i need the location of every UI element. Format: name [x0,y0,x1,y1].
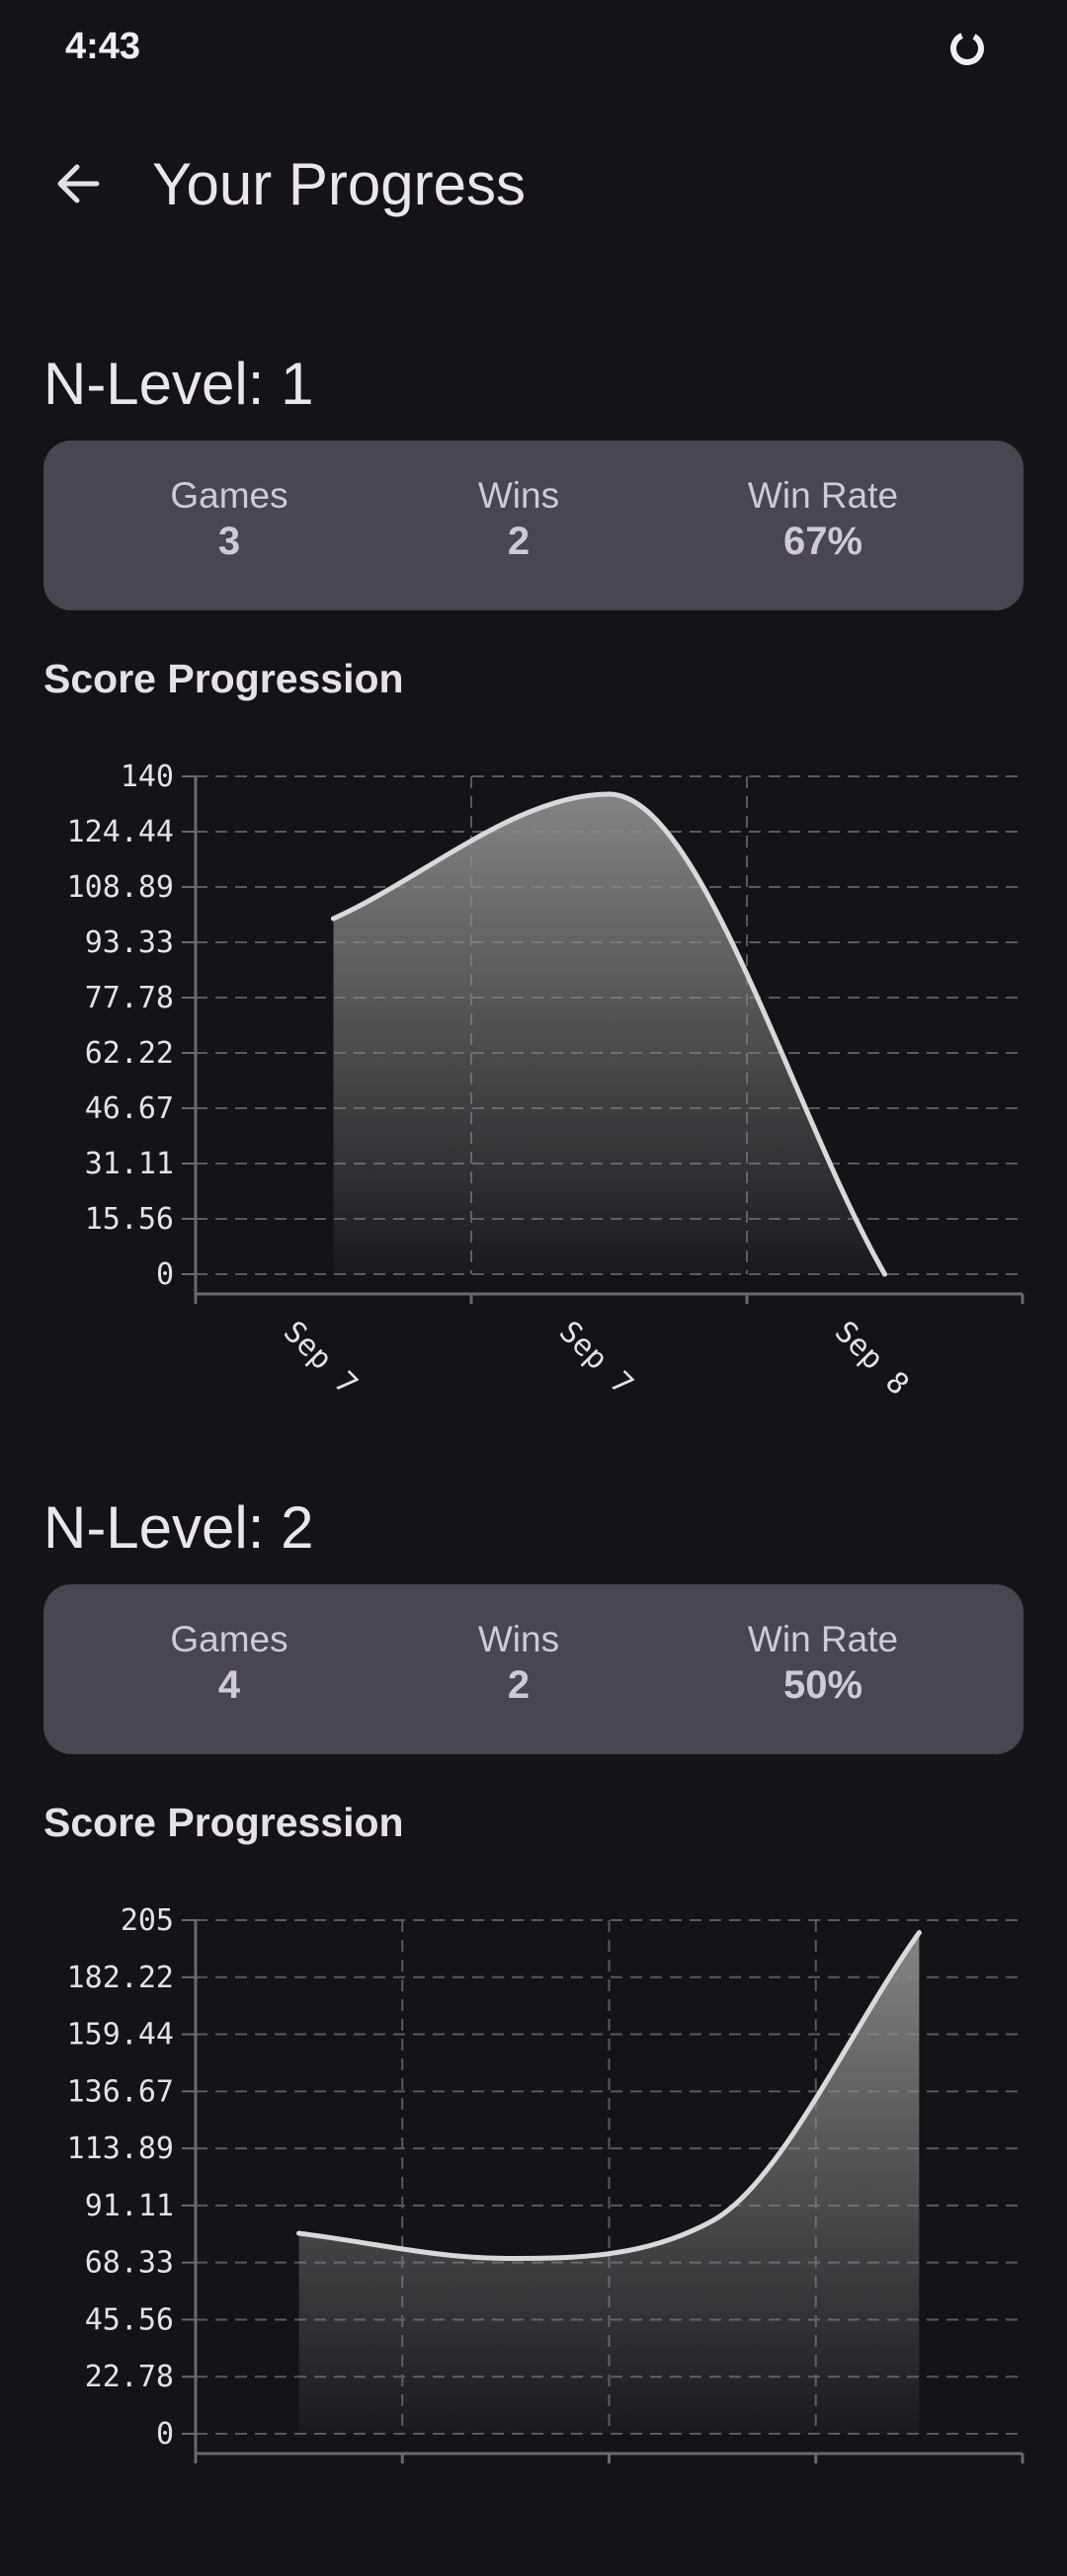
back-button[interactable] [30,144,124,223]
y-tick-label: 46.67 [85,1091,174,1126]
x-tick-label: Sep 7 [552,1315,640,1403]
y-tick-label: 182.22 [67,1961,174,1995]
y-tick-label: 93.33 [85,926,174,960]
data-point [916,1930,922,1936]
winrate-label: Win Rate [747,1619,899,1659]
loading-spinner-icon [950,32,984,65]
wins-label: Wins [477,1619,560,1659]
area-fill [333,794,885,1274]
wins-stat: Wins 2 [400,1619,637,1710]
winrate-stat: Win Rate 50% [704,1619,942,1710]
y-tick-label: 15.56 [85,1202,174,1237]
score-chart-2: 205 182.22 159.44 136.67 113.89 91.11 68.33 45.… [67,1903,1025,2463]
data-point [503,2255,509,2261]
y-tick-label: 31.11 [85,1147,174,1181]
level-section-1: N-Level: 1 Games 3 Wins 2 Win Rate 67% S… [0,350,1067,1436]
wins-value: 2 [507,1662,531,1707]
data-point [882,1271,887,1277]
winrate-value: 67% [782,519,863,563]
status-bar: 4:43 [0,0,1067,95]
y-tick-label: 108.89 [67,870,174,905]
y-tick-label: 124.44 [67,815,174,849]
winrate-stat: Win Rate 67% [704,475,942,566]
level-section-2: N-Level: 2 Games 4 Wins 2 Win Rate 50% S… [0,1493,1067,2371]
wins-stat: Wins 2 [400,475,637,566]
area-fill [298,1932,920,2434]
app-bar: Your Progress [0,109,1067,257]
y-tick-label: 159.44 [67,2018,174,2053]
games-value: 3 [217,519,241,563]
y-tick-label: 136.67 [67,2074,174,2109]
y-tick-label: 77.78 [85,981,174,1015]
y-tick-label: 205 [121,1903,174,1938]
data-point [331,916,336,922]
arrow-back-icon [57,164,100,203]
x-tick-label: Sep 8 [828,1315,916,1403]
chart-title: Score Progression [43,1800,404,1845]
page-title: Your Progress [152,151,526,217]
stats-card: Games 4 Wins 2 Win Rate 50% [43,1584,1024,1754]
games-stat: Games 3 [111,475,348,566]
games-label: Games [170,1619,288,1659]
y-tick-label: 68.33 [85,2246,174,2281]
data-point [296,2230,302,2236]
data-point [607,791,612,797]
y-tick-label: 22.78 [85,2360,174,2394]
score-chart-1: 140 124.44 108.89 93.33 77.78 62.22 46.67 31.11… [67,760,1025,1403]
y-tick-label: 91.11 [85,2189,174,2223]
level-title: N-Level: 1 [43,351,314,417]
wins-value: 2 [507,519,531,563]
status-time: 4:43 [65,26,141,67]
winrate-value: 50% [782,1662,863,1707]
y-tick-label: 0 [156,2417,174,2452]
y-tick-label: 45.56 [85,2302,174,2337]
data-point [709,2217,715,2223]
y-tick-label: 140 [121,760,174,794]
games-stat: Games 4 [111,1619,348,1710]
chart-title: Score Progression [43,656,404,701]
series-line [331,791,887,1277]
level-title: N-Level: 2 [43,1494,314,1561]
winrate-label: Win Rate [747,475,899,516]
y-tick-label: 113.89 [67,2132,174,2166]
series-line [296,1930,922,2261]
stats-card: Games 3 Wins 2 Win Rate 67% [43,441,1024,610]
y-tick-label: 62.22 [85,1036,174,1071]
games-label: Games [170,475,288,516]
y-tick-label: 0 [156,1257,174,1292]
games-value: 4 [217,1662,241,1707]
x-tick-label: Sep 7 [277,1315,365,1403]
wins-label: Wins [477,475,560,516]
